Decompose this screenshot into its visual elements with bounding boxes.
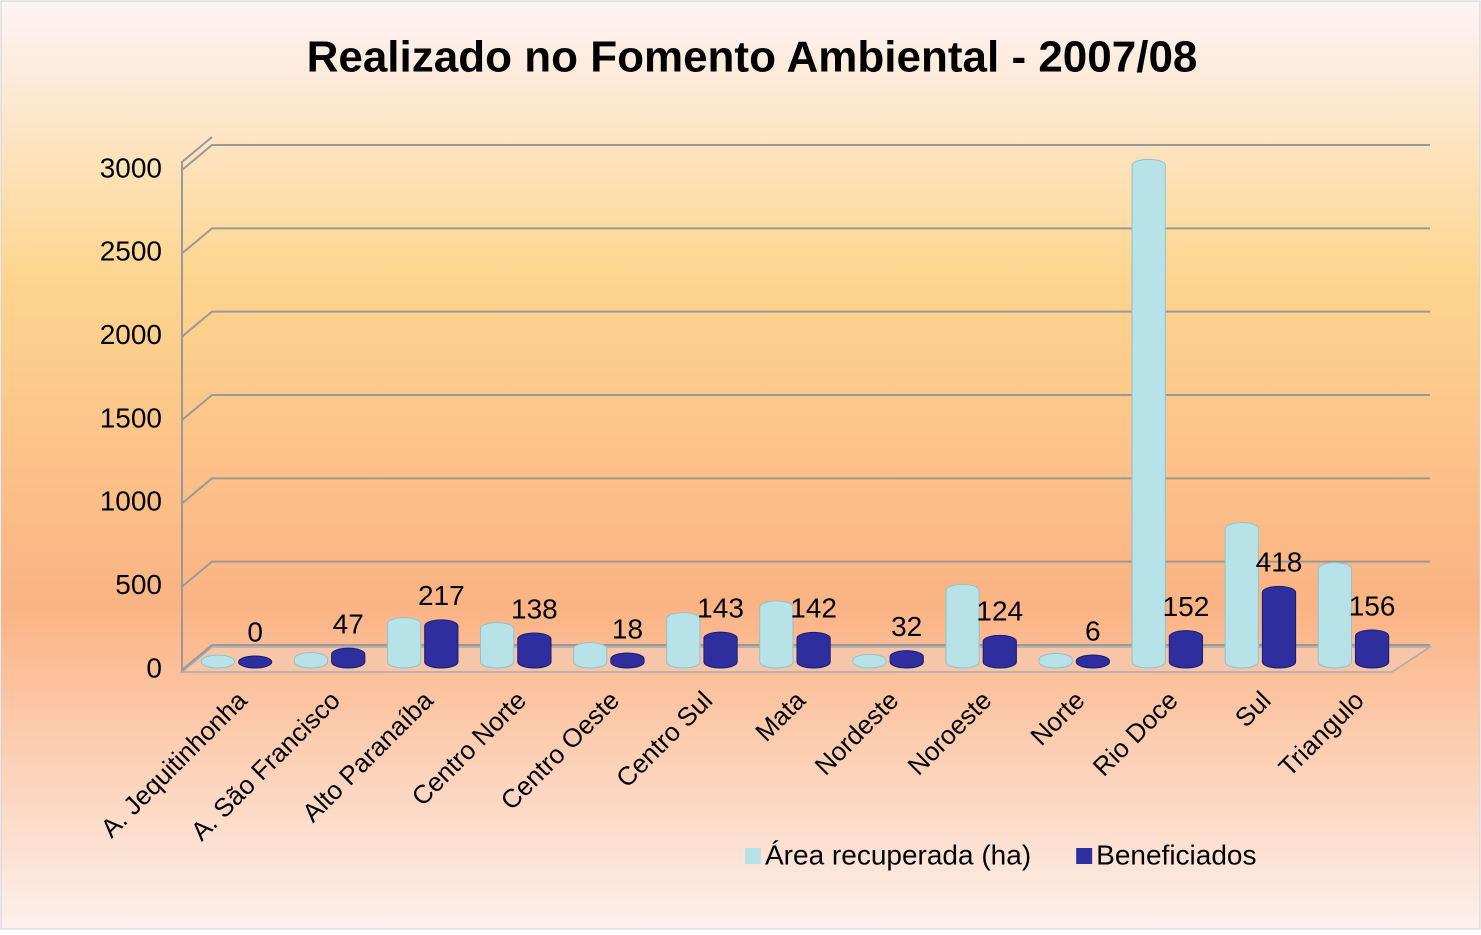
bar	[759, 600, 794, 669]
grid-line	[181, 644, 1430, 671]
y-tick-label: 1500	[100, 402, 162, 433]
data-label: 418	[1256, 547, 1303, 578]
y-tick-label: 500	[115, 569, 162, 600]
bar	[331, 647, 366, 669]
data-label: 0	[247, 616, 263, 647]
y-tick-label: 2000	[100, 319, 162, 350]
legend-swatch	[1076, 848, 1093, 864]
grid-line	[181, 560, 1430, 588]
bar	[424, 619, 459, 669]
data-label: 47	[333, 609, 364, 640]
bar	[945, 583, 980, 669]
grid-line	[181, 227, 1430, 255]
chart-title: Realizado no Fomento Ambiental - 2007/08	[307, 33, 1198, 82]
y-tick-label: 2500	[100, 236, 162, 267]
bar	[1354, 629, 1390, 669]
y-tick-label: 0	[146, 652, 162, 683]
grid-line	[181, 477, 1430, 505]
grid-line	[181, 144, 1430, 171]
legend-label: Área recuperada (ha)	[765, 839, 1031, 870]
bar	[1261, 585, 1297, 669]
y-tick-label: 1000	[100, 486, 162, 517]
bar	[666, 612, 701, 669]
bar	[852, 653, 887, 669]
y-tick-label: 3000	[100, 152, 162, 183]
data-label: 142	[790, 593, 837, 624]
data-label: 152	[1163, 591, 1210, 622]
bar	[293, 652, 329, 669]
data-label: 32	[891, 611, 922, 642]
data-label: 124	[976, 596, 1023, 627]
bar	[386, 617, 422, 669]
bar	[480, 622, 515, 669]
wall-edge	[181, 136, 213, 672]
bar	[610, 652, 645, 669]
legend-label: Beneficiados	[1096, 839, 1256, 870]
grid-line	[181, 394, 1430, 421]
bar	[703, 631, 738, 669]
bar	[982, 634, 1017, 669]
bar	[1168, 630, 1204, 669]
data-label: 217	[418, 580, 465, 611]
bar	[517, 632, 552, 669]
bar	[238, 655, 273, 669]
grid-line	[181, 310, 1430, 338]
data-label: 138	[511, 593, 558, 624]
legend-swatch	[745, 848, 761, 864]
data-label: 156	[1349, 590, 1396, 621]
data-label: 143	[697, 593, 744, 624]
bar	[1075, 654, 1110, 669]
bar	[796, 631, 831, 669]
bar	[1224, 522, 1259, 669]
bar	[573, 642, 608, 669]
bar	[1317, 562, 1352, 669]
bar	[1038, 653, 1073, 669]
bar	[200, 654, 236, 669]
bar	[1131, 158, 1166, 669]
bar	[889, 650, 924, 669]
data-label: 6	[1085, 615, 1101, 646]
data-label: 18	[612, 613, 643, 644]
